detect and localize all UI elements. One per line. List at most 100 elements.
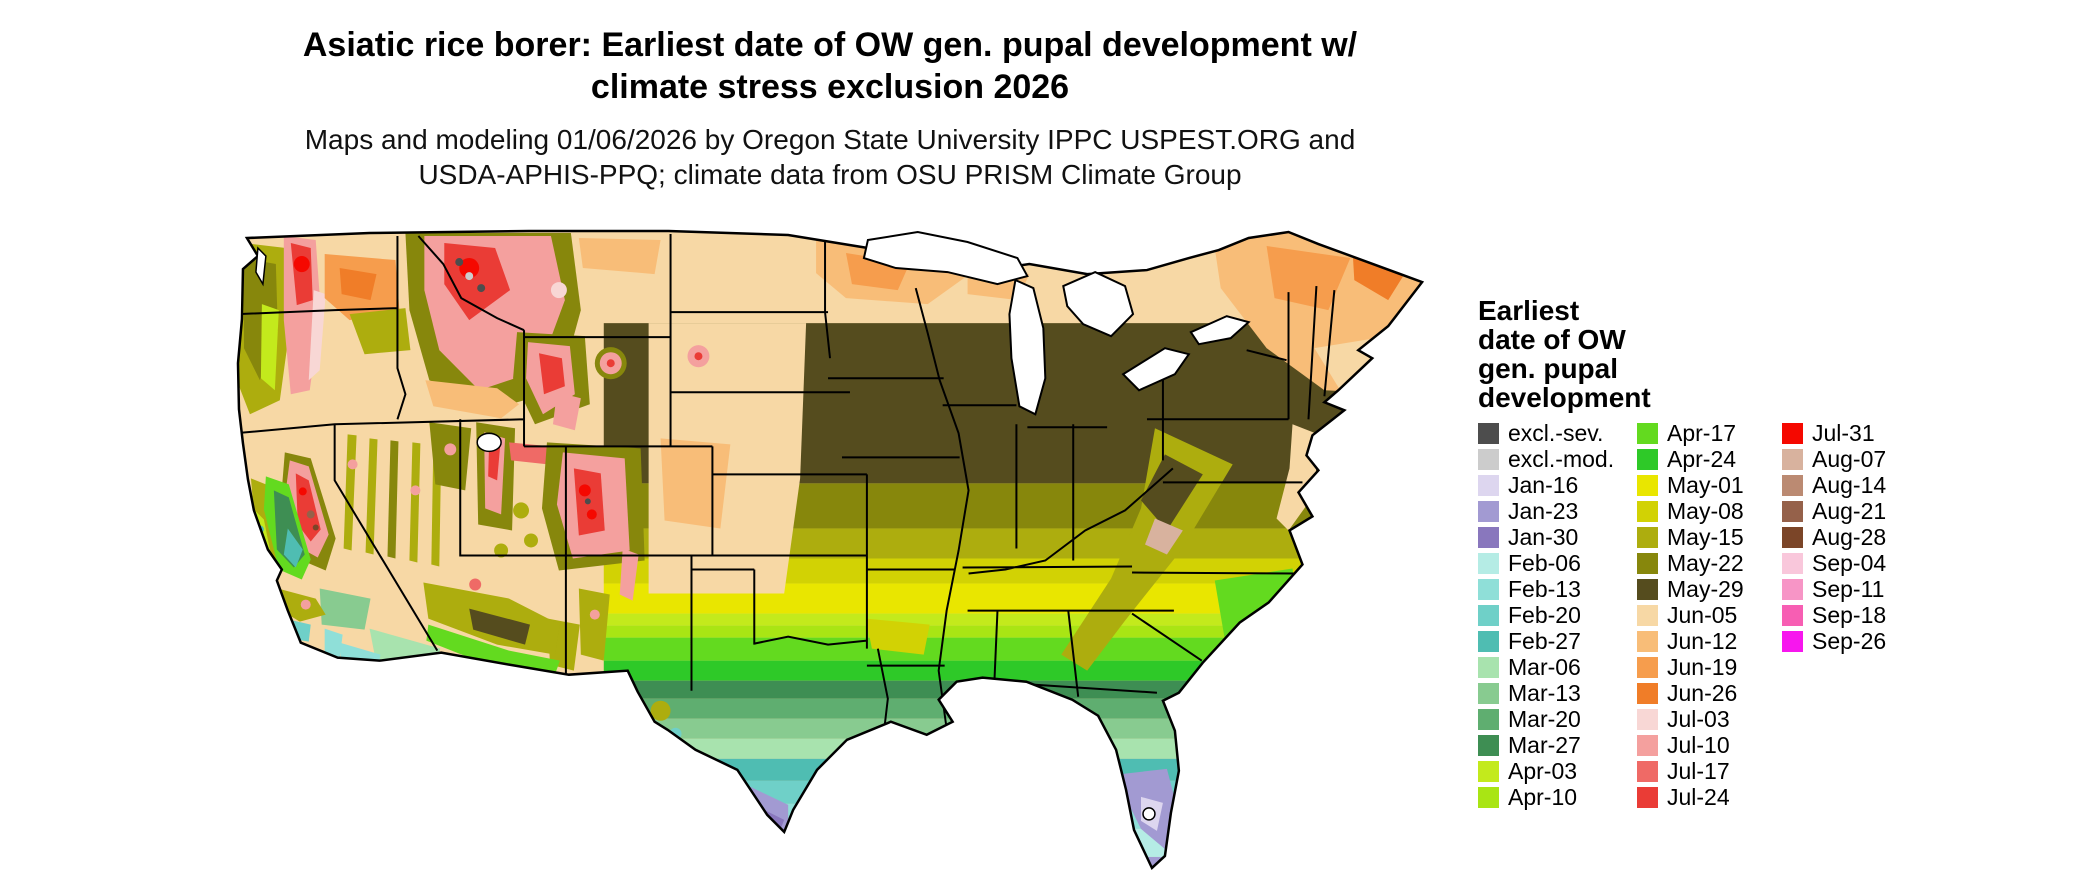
legend-swatch <box>1637 734 1658 756</box>
legend-title-line: development <box>1478 382 1651 413</box>
legend-item: Apr-03 <box>1478 758 1614 784</box>
lake-huron <box>1062 270 1135 338</box>
legend-item: Aug-28 <box>1782 524 1886 550</box>
lake-okeechobee <box>1142 807 1156 821</box>
lake-michigan <box>1008 278 1047 416</box>
legend-item: Jan-23 <box>1478 498 1614 524</box>
page-subtitle: Maps and modeling 01/06/2026 by Oregon S… <box>0 122 1660 192</box>
legend-item: Jun-05 <box>1637 602 1744 628</box>
legend-swatch <box>1782 526 1803 548</box>
legend-label: Mar-27 <box>1508 731 1581 758</box>
legend-label: excl.-sev. <box>1508 419 1604 446</box>
legend-swatch <box>1637 552 1658 574</box>
legend-swatch <box>1782 604 1803 626</box>
legend-label: May-15 <box>1667 523 1744 550</box>
legend-swatch <box>1637 526 1658 548</box>
legend-item: Mar-06 <box>1478 654 1614 680</box>
legend-item: Jul-03 <box>1637 706 1744 732</box>
legend-label: Mar-20 <box>1508 705 1581 732</box>
legend-swatch <box>1637 422 1658 444</box>
legend-label: excl.-mod. <box>1508 445 1615 472</box>
legend-label: Sep-04 <box>1812 549 1887 576</box>
legend-label: Feb-27 <box>1508 627 1581 654</box>
legend-label: Jul-17 <box>1667 757 1730 784</box>
legend-item: Feb-27 <box>1478 628 1614 654</box>
legend-swatch <box>1637 760 1658 782</box>
legend-item: May-22 <box>1637 550 1744 576</box>
legend-swatch <box>1478 630 1499 652</box>
legend-title: Earliest date of OW gen. pupal developme… <box>1478 296 1651 412</box>
legend-column-3: Jul-31 Aug-07 Aug-14 Aug-21 Aug-28 Sep-04 Sep-… <box>1782 420 1886 654</box>
legend-swatch <box>1478 786 1499 808</box>
legend-title-line: date of OW <box>1478 324 1626 355</box>
legend-swatch <box>1637 786 1658 808</box>
legend-swatch <box>1478 474 1499 496</box>
legend-item: excl.-mod. <box>1478 446 1614 472</box>
legend-swatch <box>1478 526 1499 548</box>
title-line-1: Asiatic rice borer: Earliest date of OW … <box>302 26 1358 64</box>
header: Asiatic rice borer: Earliest date of OW … <box>0 0 1660 192</box>
page-title: Asiatic rice borer: Earliest date of OW … <box>0 24 1660 108</box>
subtitle-line-1: Maps and modeling 01/06/2026 by Oregon S… <box>304 124 1356 155</box>
puget-sound <box>255 246 267 287</box>
great-lakes <box>255 230 1251 821</box>
legend-swatch <box>1478 760 1499 782</box>
legend-label: Aug-28 <box>1812 523 1887 550</box>
legend-label: Jul-03 <box>1667 705 1730 732</box>
legend-item: excl.-sev. <box>1478 420 1614 446</box>
legend-title-line: gen. pupal <box>1478 353 1618 384</box>
legend-label: Apr-24 <box>1667 445 1737 472</box>
legend-swatch <box>1637 578 1658 600</box>
legend-label: Jul-31 <box>1812 419 1875 446</box>
legend-swatch <box>1478 604 1499 626</box>
legend-item: Feb-06 <box>1478 550 1614 576</box>
title-line-2: climate stress exclusion 2026 <box>590 68 1070 106</box>
legend-item: Aug-21 <box>1782 498 1886 524</box>
legend-swatch <box>1478 552 1499 574</box>
legend-item: May-01 <box>1637 472 1744 498</box>
legend-label: Jul-24 <box>1667 783 1730 810</box>
legend-swatch <box>1637 630 1658 652</box>
legend-item: Mar-27 <box>1478 732 1614 758</box>
legend-item: Apr-10 <box>1478 784 1614 810</box>
legend-item: May-15 <box>1637 524 1744 550</box>
legend-item: Sep-11 <box>1782 576 1886 602</box>
legend-item: Feb-13 <box>1478 576 1614 602</box>
legend-swatch <box>1637 708 1658 730</box>
legend-item: Jul-17 <box>1637 758 1744 784</box>
legend-label: Aug-14 <box>1812 471 1887 498</box>
legend-label: Jun-12 <box>1667 627 1738 654</box>
legend-swatch <box>1478 708 1499 730</box>
legend-swatch <box>1782 552 1803 574</box>
western-overlays <box>237 233 682 740</box>
legend-label: Jun-19 <box>1667 653 1738 680</box>
legend-label: Apr-03 <box>1508 757 1578 784</box>
legend-item: Jul-24 <box>1637 784 1744 810</box>
legend-label: Feb-06 <box>1508 549 1581 576</box>
legend-label: May-01 <box>1667 471 1744 498</box>
us-outline <box>236 229 1425 871</box>
lake-superior <box>862 230 1029 286</box>
legend-item: Apr-24 <box>1637 446 1744 472</box>
legend-item: Jun-26 <box>1637 680 1744 706</box>
legend-item: Mar-20 <box>1478 706 1614 732</box>
legend-swatch <box>1782 448 1803 470</box>
great-salt-lake <box>476 432 502 453</box>
legend-label: May-29 <box>1667 575 1744 602</box>
legend-label: Jan-30 <box>1508 523 1579 550</box>
legend-item: Feb-20 <box>1478 602 1614 628</box>
legend-swatch <box>1637 604 1658 626</box>
legend-swatch <box>1478 422 1499 444</box>
us-climate-map <box>230 228 1446 884</box>
legend-item: Aug-07 <box>1782 446 1886 472</box>
legend-swatch <box>1782 422 1803 444</box>
legend-label: Apr-17 <box>1667 419 1737 446</box>
legend-label: Apr-10 <box>1508 783 1578 810</box>
legend-swatch <box>1478 500 1499 522</box>
legend-swatch <box>1478 656 1499 678</box>
legend-label: Mar-13 <box>1508 679 1581 706</box>
legend-label: Jun-05 <box>1667 601 1738 628</box>
legend-label: May-22 <box>1667 549 1744 576</box>
legend-item: May-08 <box>1637 498 1744 524</box>
legend-swatch <box>1782 630 1803 652</box>
